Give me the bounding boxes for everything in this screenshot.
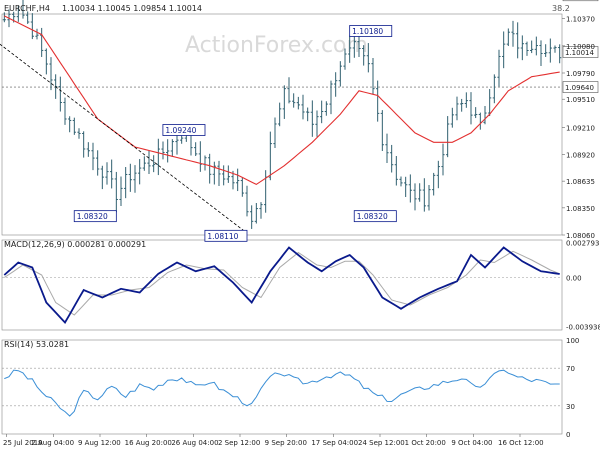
scale-label: 38.2 bbox=[552, 4, 570, 13]
x-tick-label: 17 Sep 04:00 bbox=[311, 439, 358, 447]
price-tick-label: 1.10080 bbox=[566, 43, 595, 51]
rsi-title: RSI(14) 53.0281 bbox=[4, 340, 69, 349]
watermark: ActionForex.com bbox=[185, 33, 368, 58]
price-tick-label: 1.09210 bbox=[566, 124, 595, 132]
level-label: 1.08320 bbox=[357, 212, 388, 221]
trendline bbox=[0, 44, 247, 233]
rsi-tick-label: 30 bbox=[566, 403, 575, 411]
grid-lines bbox=[2, 0, 562, 406]
symbol-label: EURCHF,H4 bbox=[4, 4, 50, 13]
x-tick-label: 16 Oct 12:00 bbox=[498, 439, 544, 447]
x-tick-label: 2 Aug 04:00 bbox=[31, 439, 74, 447]
macd-tick-label: -0.003938 bbox=[566, 324, 600, 332]
ohlc-readout: 1.10034 1.10045 1.09854 1.10014 bbox=[62, 4, 202, 13]
macd-tick-label: 0.002793 bbox=[566, 240, 599, 248]
x-tick-label: 9 Oct 04:00 bbox=[451, 439, 492, 447]
macd-title: MACD(12,26,9) 0.000281 0.000291 bbox=[4, 240, 146, 249]
rsi-tick-label: 70 bbox=[566, 365, 575, 373]
x-tick-label: 2 Sep 12:00 bbox=[218, 439, 260, 447]
price-tick-label: 1.08920 bbox=[566, 151, 595, 159]
price-tag-label: 1.09640 bbox=[565, 84, 594, 92]
x-tick-label: 9 Aug 12:00 bbox=[78, 439, 121, 447]
x-tick-label: 16 Aug 20:00 bbox=[125, 439, 172, 447]
x-tick-label: 9 Sep 20:00 bbox=[265, 439, 307, 447]
price-tick-label: 1.10370 bbox=[566, 16, 595, 24]
rsi-line bbox=[4, 370, 559, 416]
panel-frame-2 bbox=[2, 240, 562, 330]
x-tick-label: 26 Aug 04:00 bbox=[171, 439, 218, 447]
level-label: 1.08320 bbox=[77, 212, 108, 221]
rsi-tick-label: 100 bbox=[566, 337, 579, 345]
level-label: 1.10180 bbox=[352, 27, 383, 36]
x-tick-label: 24 Sep 12:00 bbox=[358, 439, 405, 447]
panel-frames bbox=[2, 14, 562, 434]
price-tick-label: 1.09790 bbox=[566, 70, 595, 78]
price-tick-label: 1.08350 bbox=[566, 205, 595, 213]
price-tag bbox=[563, 0, 598, 1]
level-label: 1.08110 bbox=[207, 232, 238, 241]
level-label: 1.09240 bbox=[165, 126, 196, 135]
price-tick-label: 1.09510 bbox=[566, 96, 595, 104]
rsi-tick-label: 0 bbox=[566, 431, 570, 439]
macd-tick-label: 0.00 bbox=[566, 275, 582, 283]
macd-line bbox=[4, 248, 559, 323]
price-tick-label: 1.08635 bbox=[566, 178, 595, 186]
x-tick-label: 1 Oct 20:00 bbox=[405, 439, 446, 447]
